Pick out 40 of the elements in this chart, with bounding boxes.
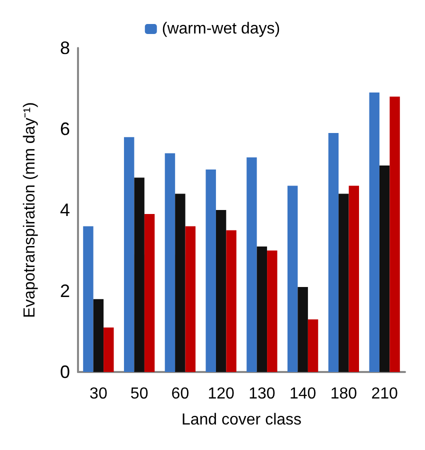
bar <box>267 250 278 372</box>
bar <box>124 137 134 372</box>
bar <box>287 186 298 372</box>
x-tick-label: 180 <box>330 386 358 402</box>
bar <box>338 194 349 372</box>
x-tick-label: 140 <box>289 386 316 402</box>
bar <box>144 214 155 372</box>
bar <box>104 327 114 372</box>
x-axis-title: Land cover class <box>181 412 302 428</box>
bar <box>175 194 186 372</box>
x-tick-label: 130 <box>248 386 276 402</box>
bar <box>256 246 268 372</box>
x-tick-label: 120 <box>208 386 235 402</box>
x-tick-label: 30 <box>90 386 108 402</box>
bar <box>379 165 390 372</box>
bar <box>83 226 94 372</box>
y-axis-title: Evapotranspiration (mm day⁻¹) <box>22 102 38 318</box>
x-tick-label: 210 <box>371 386 398 402</box>
bar <box>298 286 308 372</box>
bar <box>164 153 176 372</box>
bar <box>246 157 257 372</box>
x-tick-label: 50 <box>130 386 148 402</box>
y-tick-label: 4 <box>60 200 70 220</box>
bar <box>185 226 196 372</box>
bar <box>206 170 216 372</box>
bar <box>390 96 400 372</box>
bar <box>216 210 226 372</box>
legend-label: (warm-wet days) <box>162 20 280 38</box>
x-tick-label: 60 <box>171 386 190 402</box>
y-tick-label: 2 <box>60 281 70 301</box>
bar <box>328 133 339 372</box>
bar <box>308 319 318 372</box>
y-tick-label: 0 <box>60 362 70 382</box>
bar <box>93 299 104 372</box>
bar <box>369 92 380 372</box>
bar <box>226 230 236 372</box>
y-tick-label: 6 <box>60 119 70 139</box>
bar <box>348 186 360 372</box>
bar <box>134 178 144 372</box>
y-tick-label: 8 <box>60 38 70 58</box>
